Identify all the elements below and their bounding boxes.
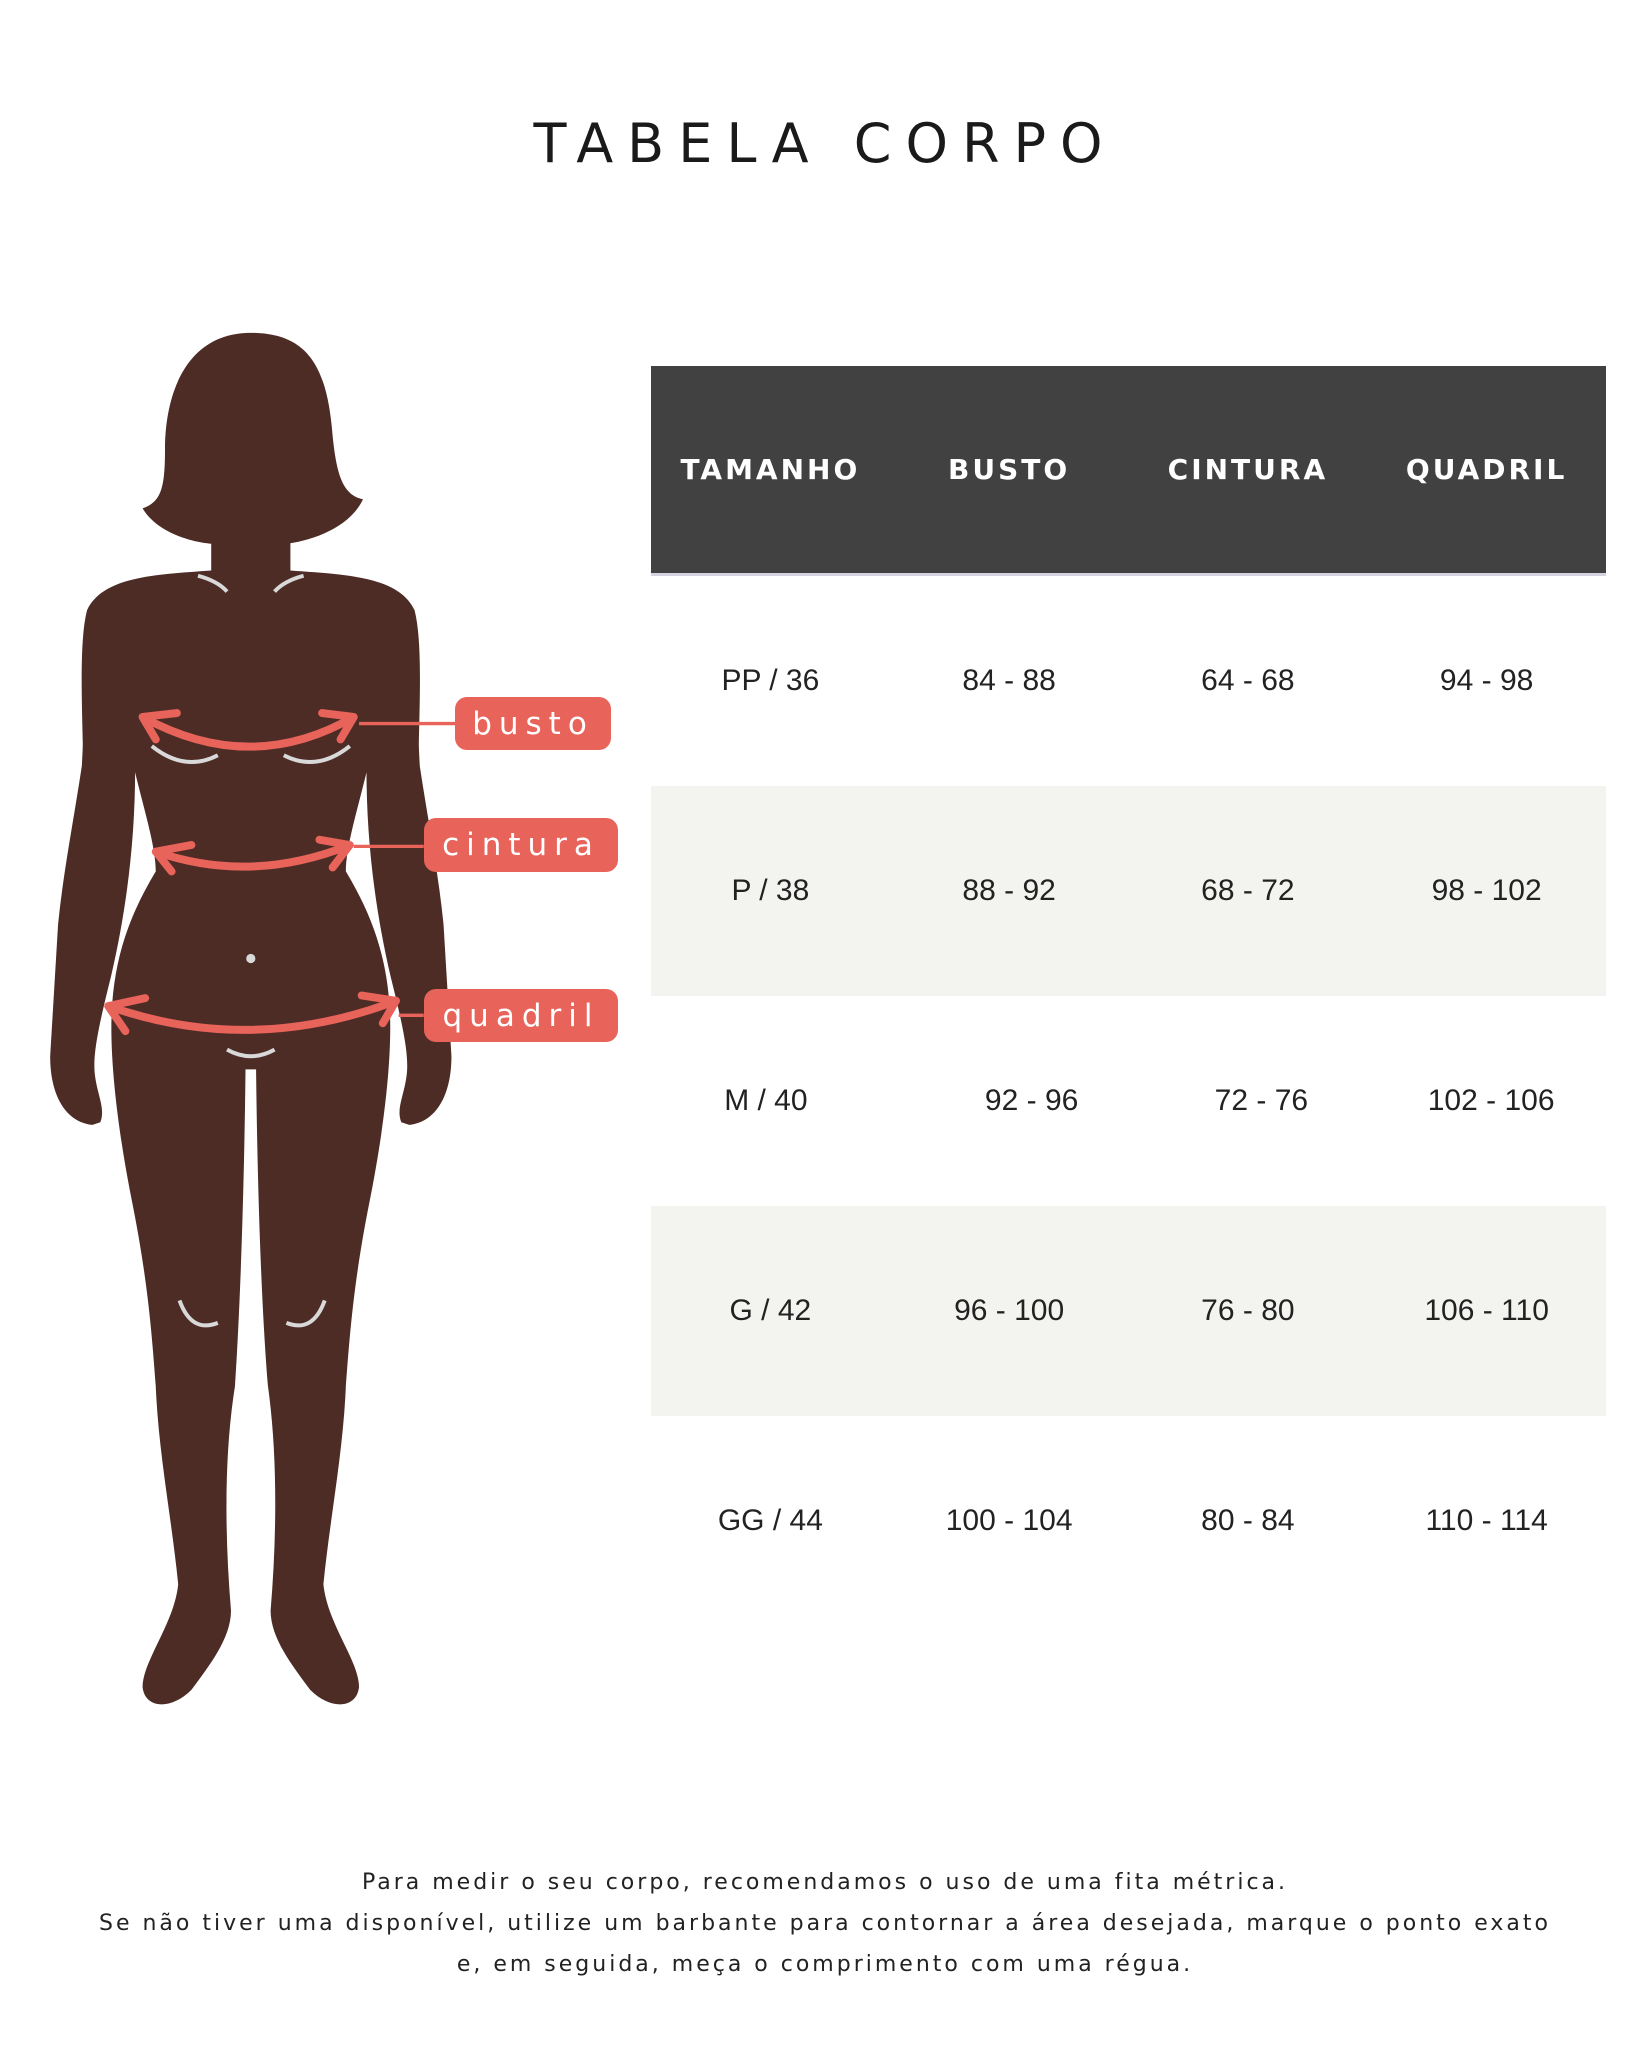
measuring-instructions: Para medir o seu corpo, recomendamos o u… bbox=[0, 1862, 1650, 1985]
page-title: TABELA CORPO bbox=[533, 112, 1117, 175]
cell-size: M / 40 bbox=[724, 1084, 808, 1117]
busto-arrow bbox=[138, 709, 358, 751]
table-header: TAMANHO BUSTO CINTURA QUADRIL bbox=[651, 366, 1606, 576]
instruction-line: Se não tiver uma disponível, utilize um … bbox=[99, 1911, 1551, 1936]
table-row: PP / 36 84 - 88 64 - 68 94 - 98 bbox=[651, 576, 1606, 786]
cell-quadril: 102 - 106 bbox=[1427, 1084, 1555, 1117]
cell-quadril: 94 - 98 bbox=[1439, 664, 1534, 697]
cintura-label: cintura bbox=[424, 818, 618, 872]
header-tamanho: TAMANHO bbox=[680, 453, 861, 486]
table-row: M / 40 92 - 96 72 - 76 102 - 106 bbox=[651, 996, 1606, 1206]
navel-mark bbox=[246, 953, 256, 964]
header-quadril: QUADRIL bbox=[1405, 453, 1568, 486]
size-table: TAMANHO BUSTO CINTURA QUADRIL PP / 36 84… bbox=[651, 366, 1606, 1626]
quadril-label: quadril bbox=[424, 989, 618, 1042]
cell-quadril: 106 - 110 bbox=[1424, 1294, 1549, 1327]
measurement-arrows bbox=[104, 709, 400, 1036]
torso-legs bbox=[81, 534, 420, 1705]
cell-size: GG / 44 bbox=[717, 1504, 823, 1537]
cell-busto: 100 - 104 bbox=[945, 1504, 1073, 1537]
quadril-arrow bbox=[104, 991, 400, 1036]
header-busto: BUSTO bbox=[948, 453, 1071, 486]
table-row: GG / 44 100 - 104 80 - 84 110 - 114 bbox=[651, 1416, 1606, 1626]
cell-cintura: 76 - 80 bbox=[1201, 1294, 1295, 1327]
body-detail-marks bbox=[150, 573, 352, 1328]
left-arm bbox=[50, 739, 136, 1125]
cell-busto: 92 - 96 bbox=[984, 1084, 1079, 1117]
cell-quadril: 98 - 102 bbox=[1431, 874, 1542, 907]
header-cintura: CINTURA bbox=[1167, 453, 1329, 486]
cell-cintura: 72 - 76 bbox=[1214, 1084, 1309, 1117]
cell-busto: 96 - 100 bbox=[954, 1294, 1065, 1327]
cell-size: PP / 36 bbox=[721, 664, 820, 697]
busto-label: busto bbox=[455, 697, 611, 750]
label-leader-lines bbox=[353, 721, 456, 1017]
instruction-line: Para medir o seu corpo, recomendamos o u… bbox=[361, 1870, 1289, 1895]
table-row: G / 42 96 - 100 76 - 80 106 - 110 bbox=[651, 1206, 1606, 1416]
cell-cintura: 64 - 68 bbox=[1201, 664, 1295, 697]
body-silhouette bbox=[50, 332, 452, 1705]
cell-cintura: 80 - 84 bbox=[1201, 1504, 1295, 1537]
cell-cintura: 68 - 72 bbox=[1201, 874, 1295, 907]
cell-busto: 84 - 88 bbox=[962, 664, 1056, 697]
cell-size: G / 42 bbox=[729, 1294, 812, 1327]
cintura-arrow bbox=[151, 835, 354, 876]
cell-quadril: 110 - 114 bbox=[1425, 1504, 1548, 1537]
cell-size: P / 38 bbox=[731, 874, 810, 907]
body-silhouette-figure bbox=[50, 332, 456, 1705]
instruction-line: e, em seguida, meça o comprimento com um… bbox=[456, 1952, 1194, 1977]
cell-busto: 88 - 92 bbox=[962, 874, 1056, 907]
table-row: P / 38 88 - 92 68 - 72 98 - 102 bbox=[651, 786, 1606, 996]
head-hair bbox=[142, 332, 363, 545]
